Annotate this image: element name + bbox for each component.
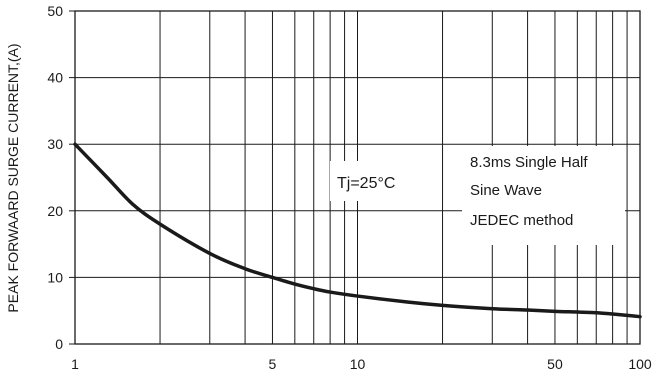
- plot-frame: [74, 10, 641, 345]
- y-tick-label-40: 40: [47, 70, 63, 86]
- y-tick-label-30: 30: [47, 136, 63, 152]
- y-tick-label-10: 10: [47, 269, 63, 285]
- y-tick-label-0: 0: [55, 336, 63, 352]
- x-tick-label-50: 50: [547, 356, 563, 372]
- annotation-mask-jedec: [462, 146, 625, 245]
- tick-labels: 1 5 10 50 100 0 10 20 30 40 50: [47, 3, 651, 372]
- y-axis-label: PEAK FORWAARD SURGE CURRENT,(A): [5, 43, 21, 312]
- y-tick-label-20: 20: [47, 203, 63, 219]
- annotation-waveform-line3: JEDEC method: [470, 212, 573, 229]
- x-tick-label-100: 100: [628, 356, 652, 372]
- x-tick-label-5: 5: [269, 356, 277, 372]
- annotation-mask-tj: [330, 161, 430, 201]
- annotation-waveform-line1: 8.3ms Single Half: [470, 154, 588, 171]
- surge-current-curve: [73, 142, 642, 319]
- y-tick-label-50: 50: [47, 3, 63, 19]
- annotation-tj: Tj=25°C: [337, 175, 395, 192]
- x-tick-label-1: 1: [71, 356, 79, 372]
- annotation-waveform-line2: Sine Wave: [470, 182, 542, 199]
- x-tick-label-10: 10: [350, 356, 366, 372]
